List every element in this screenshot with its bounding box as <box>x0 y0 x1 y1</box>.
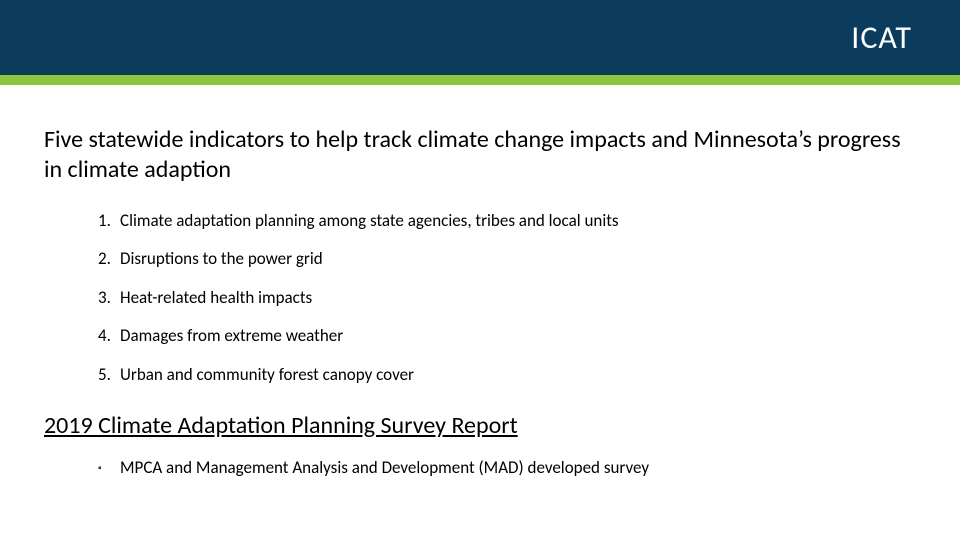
header: ICAT <box>0 0 960 85</box>
accent-bar <box>0 75 960 85</box>
list-item: 2.Disruptions to the power grid <box>98 249 916 269</box>
bullet-list: ▪ MPCA and Management Analysis and Devel… <box>44 458 916 478</box>
list-item: 1.Climate adaptation planning among stat… <box>98 211 916 231</box>
list-item: ▪ MPCA and Management Analysis and Devel… <box>98 458 916 478</box>
list-item: 3.Heat-related health impacts <box>98 288 916 308</box>
indicator-list: 1.Climate adaptation planning among stat… <box>44 211 916 385</box>
list-number: 4. <box>98 326 120 346</box>
list-item: 4.Damages from extreme weather <box>98 326 916 346</box>
title-band: ICAT <box>0 0 960 75</box>
intro-text: Five statewide indicators to help track … <box>44 125 916 185</box>
list-text: MPCA and Management Analysis and Develop… <box>120 458 649 478</box>
content: Five statewide indicators to help track … <box>0 85 960 478</box>
slide: ICAT Five statewide indicators to help t… <box>0 0 960 540</box>
list-number: 3. <box>98 288 120 308</box>
list-text: Climate adaptation planning among state … <box>120 211 619 231</box>
page-title: ICAT <box>851 18 912 57</box>
list-item: 5.Urban and community forest canopy cove… <box>98 365 916 385</box>
list-number: 5. <box>98 365 120 385</box>
list-text: Disruptions to the power grid <box>120 249 323 269</box>
report-link[interactable]: 2019 Climate Adaptation Planning Survey … <box>44 411 916 440</box>
list-text: Damages from extreme weather <box>120 326 343 346</box>
list-number: 2. <box>98 249 120 269</box>
list-text: Urban and community forest canopy cover <box>120 365 414 385</box>
square-bullet-icon: ▪ <box>98 458 120 478</box>
list-text: Heat-related health impacts <box>120 288 312 308</box>
list-number: 1. <box>98 211 120 231</box>
